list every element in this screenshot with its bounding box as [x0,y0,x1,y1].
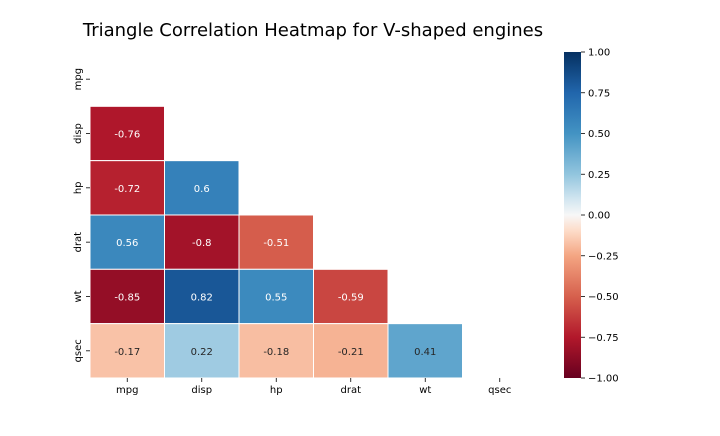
colorbar-tick-label: 0.75 [588,88,610,99]
cell-value-hp-disp: 0.6 [194,184,210,195]
colorbar-tick-label: −0.50 [588,292,619,303]
chart-title: Triangle Correlation Heatmap for V-shape… [82,20,543,41]
cell-value-qsec-wt: 0.41 [414,347,436,358]
colorbar-tick-label: −1.00 [588,374,619,385]
colorbar: 1.00 0.75 0.50 0.25 0.00 −0.25 −0.50 −0.75 −1.00 [564,48,619,385]
heatmap-cell-disp-mpg [89,105,165,162]
colorbar-gradient [564,52,581,378]
heatmap-cell-qsec-hp [238,323,314,379]
colorbar-tick-label: −0.25 [588,251,619,262]
cell-value-drat-hp: -0.51 [263,238,289,249]
cell-value-qsec-hp: -0.18 [263,347,289,358]
cell-value-drat-mpg: 0.56 [116,238,138,249]
x-axis: mpg disp hp drat wt qsec [116,377,511,396]
y-tick-label-drat: drat [73,232,84,253]
heatmap-cell-qsec-disp [164,323,240,379]
y-tick-label-wt: wt [73,290,84,302]
x-tick-label-hp: hp [270,385,283,396]
cell-value-wt-drat: -0.59 [338,292,364,303]
heatmap-cells [89,105,463,379]
colorbar-tick-label: 0.00 [588,211,610,222]
cell-value-qsec-disp: 0.22 [191,347,213,358]
cell-value-qsec-mpg: -0.17 [114,347,140,358]
cell-value-wt-mpg: -0.85 [114,292,140,303]
x-tick-label-drat: drat [340,385,361,396]
heatmap-cell-drat-mpg [89,214,165,270]
cell-value-wt-hp: 0.55 [265,292,287,303]
cell-value-disp-mpg: -0.76 [114,129,140,140]
cell-value-drat-disp: -0.8 [192,238,212,249]
x-tick-label-disp: disp [191,385,212,396]
colorbar-tick-label: 0.50 [588,129,610,140]
heatmap-value-labels: -0.76 -0.72 0.6 0.56 -0.8 -0.51 -0.85 0.82 0.55 -… [114,129,436,357]
y-tick-label-hp: hp [73,181,84,194]
colorbar-ticks: 1.00 0.75 0.50 0.25 0.00 −0.25 −0.50 −0.75 −1.00 [581,48,619,385]
x-tick-label-mpg: mpg [116,385,138,396]
x-tick-label-qsec: qsec [488,385,511,396]
colorbar-tick-label: 1.00 [588,48,610,59]
heatmap-cell-drat-hp [238,214,314,270]
y-tick-label-qsec: qsec [73,339,84,362]
heatmap-cell-qsec-wt [387,323,463,379]
heatmap-cell-hp-mpg [89,160,165,216]
heatmap-cell-wt-disp [164,268,240,325]
cell-value-wt-disp: 0.82 [191,292,213,303]
y-axis: mpg disp hp drat wt qsec [73,68,90,362]
x-tick-label-wt: wt [419,385,431,396]
heatmap-cell-hp-disp [164,160,240,216]
y-tick-label-mpg: mpg [73,68,84,90]
heatmap-cell-qsec-drat [313,323,389,379]
y-tick-label-disp: disp [73,123,84,144]
colorbar-tick-label: 0.25 [588,170,610,181]
colorbar-tick-label: −0.75 [588,333,619,344]
cell-value-hp-mpg: -0.72 [114,184,140,195]
cell-value-qsec-drat: -0.21 [338,347,364,358]
heatmap-cell-wt-drat [313,268,389,325]
